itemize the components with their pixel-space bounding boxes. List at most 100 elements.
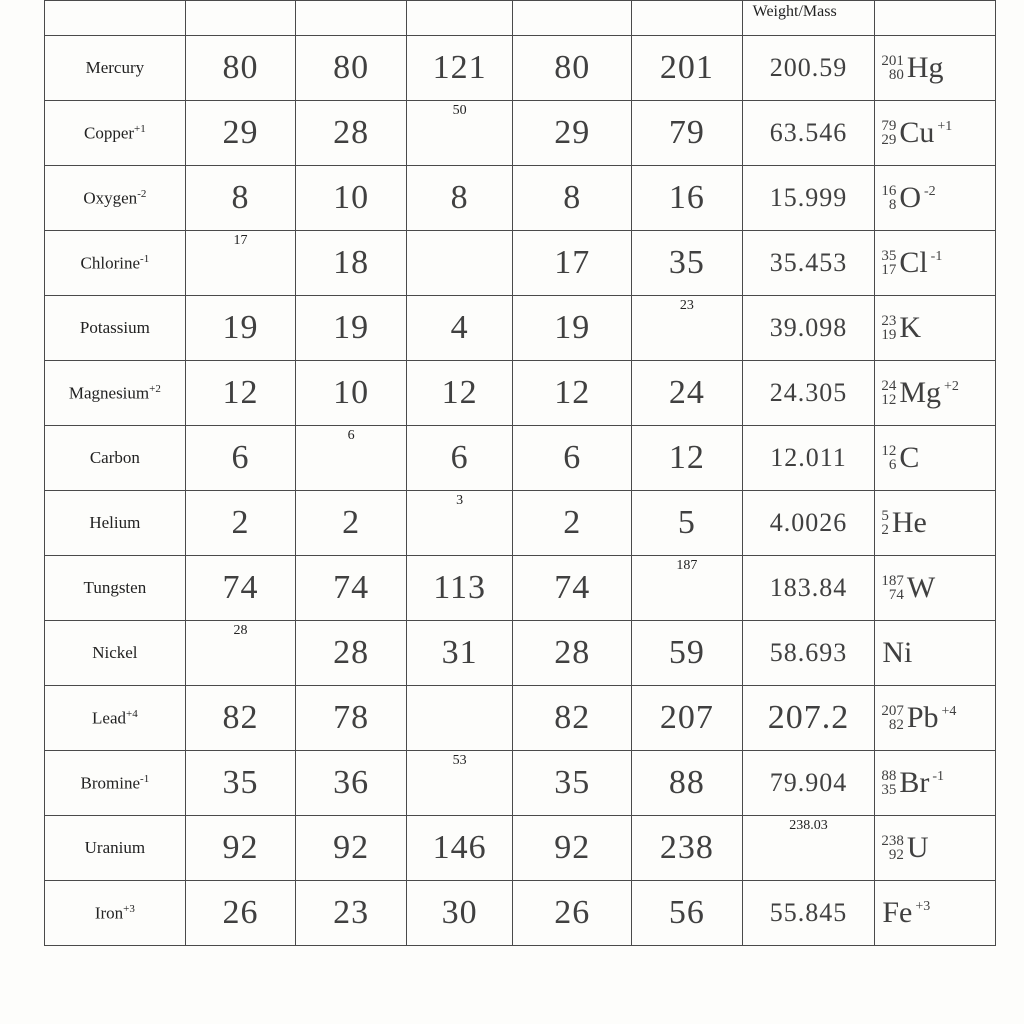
handwritten-value: 113 <box>411 571 509 605</box>
iso-z: 19 <box>881 328 896 342</box>
data-cell: 146 <box>406 816 513 881</box>
element-name: Uranium <box>49 838 181 858</box>
handwritten-value: 10 <box>300 181 402 215</box>
handwritten-value: 12 <box>411 376 509 410</box>
handwritten-value: 92 <box>300 831 402 865</box>
data-cell: 10 <box>296 361 407 426</box>
isotope-notation: 20180Hg <box>879 53 991 83</box>
iso-symbol: O <box>898 183 921 213</box>
handwritten-value: 2 <box>517 506 627 540</box>
data-cell: 92 <box>185 816 296 881</box>
data-cell: 78 <box>296 686 407 751</box>
isotope-notation: 23892U <box>879 833 991 863</box>
iso-symbol: K <box>898 313 921 343</box>
data-cell: 24.305 <box>742 361 875 426</box>
data-cell: 63.546 <box>742 101 875 166</box>
data-cell: 50 <box>406 101 513 166</box>
handwritten-value: 26 <box>190 896 292 930</box>
iso-mass: 187 <box>881 574 904 588</box>
handwritten-value: 18 <box>300 246 402 280</box>
iso-symbol: Pb <box>906 703 939 733</box>
printed-hint: 53 <box>453 753 467 769</box>
data-cell: 8 <box>406 166 513 231</box>
printed-hint: 50 <box>453 103 467 119</box>
data-cell: 28 <box>513 621 632 686</box>
element-name-cell: Iron+3 <box>45 881 186 946</box>
iso-mass: 79 <box>881 119 896 133</box>
iso-symbol: He <box>891 508 927 538</box>
iso-z: 12 <box>881 393 896 407</box>
iso-charge: +3 <box>915 900 930 914</box>
data-cell: 8 <box>185 166 296 231</box>
data-cell: 92 <box>296 816 407 881</box>
data-cell: 55.845 <box>742 881 875 946</box>
data-cell: 26 <box>513 881 632 946</box>
table-row: Iron+3262330265655.845Fe+3 <box>45 881 996 946</box>
element-name-cell: Mercury <box>45 36 186 101</box>
handwritten-value: 4.0026 <box>747 510 871 536</box>
handwritten-value: 6 <box>517 441 627 475</box>
data-cell: 31 <box>406 621 513 686</box>
data-cell: 80 <box>296 36 407 101</box>
iso-z: 92 <box>881 848 904 862</box>
header-cell-0 <box>45 1 186 36</box>
data-cell: 17 <box>185 231 296 296</box>
data-cell: 3 <box>406 491 513 556</box>
isotope-cell: Fe+3 <box>875 881 996 946</box>
element-name: Potassium <box>49 318 181 338</box>
element-name: Oxygen-2 <box>49 188 181 209</box>
element-name-cell: Tungsten <box>45 556 186 621</box>
data-cell: 29 <box>185 101 296 166</box>
handwritten-value: 24 <box>636 376 738 410</box>
element-name: Bromine-1 <box>49 773 181 794</box>
data-cell: 29 <box>513 101 632 166</box>
iso-z: 8 <box>881 198 896 212</box>
isotope-notation: 8835Br-1 <box>879 768 991 798</box>
element-name: Nickel <box>49 643 181 663</box>
data-cell: 17 <box>513 231 632 296</box>
iso-symbol: Br <box>898 768 929 798</box>
handwritten-value: 4 <box>411 311 509 345</box>
handwritten-value: 19 <box>300 311 402 345</box>
isotope-cell: 20180Hg <box>875 36 996 101</box>
isotope-cell: 2319K <box>875 296 996 361</box>
data-cell: 53 <box>406 751 513 816</box>
data-cell: 12 <box>513 361 632 426</box>
data-cell: 4 <box>406 296 513 361</box>
handwritten-value: 80 <box>517 51 627 85</box>
printed-hint: 17 <box>234 233 248 249</box>
data-cell: 183.84 <box>742 556 875 621</box>
iso-mass: 24 <box>881 379 896 393</box>
data-cell: 201 <box>632 36 743 101</box>
data-cell: 39.098 <box>742 296 875 361</box>
table-row: Oxygen-2810881615.999168O-2 <box>45 166 996 231</box>
element-name-cell: Chlorine-1 <box>45 231 186 296</box>
data-cell: 23 <box>296 881 407 946</box>
handwritten-value: 24.305 <box>747 380 871 406</box>
iso-z: 82 <box>881 718 904 732</box>
data-cell: 79 <box>632 101 743 166</box>
isotope-notation: Ni <box>879 638 991 668</box>
iso-mass: 5 <box>881 509 889 523</box>
iso-symbol: C <box>898 443 919 473</box>
table-row: Mercury808012180201200.5920180Hg <box>45 36 996 101</box>
table-row: Potassium19194192339.0982319K <box>45 296 996 361</box>
data-cell: 2 <box>185 491 296 556</box>
element-name: Iron+3 <box>49 903 181 924</box>
data-cell: 238 <box>632 816 743 881</box>
handwritten-value: 59 <box>636 636 738 670</box>
handwritten-value: 207.2 <box>747 701 871 735</box>
isotope-notation: Fe+3 <box>879 898 991 928</box>
handwritten-value: 207 <box>636 701 738 735</box>
data-cell: 200.59 <box>742 36 875 101</box>
handwritten-value: 28 <box>517 636 627 670</box>
handwritten-value: 19 <box>190 311 292 345</box>
element-name-cell: Helium <box>45 491 186 556</box>
data-cell: 58.693 <box>742 621 875 686</box>
isotope-cell: 23892U <box>875 816 996 881</box>
handwritten-value: 8 <box>517 181 627 215</box>
handwritten-value: 36 <box>300 766 402 800</box>
data-cell: 18 <box>296 231 407 296</box>
iso-symbol: Mg <box>898 378 941 408</box>
header-cell-5 <box>632 1 743 36</box>
